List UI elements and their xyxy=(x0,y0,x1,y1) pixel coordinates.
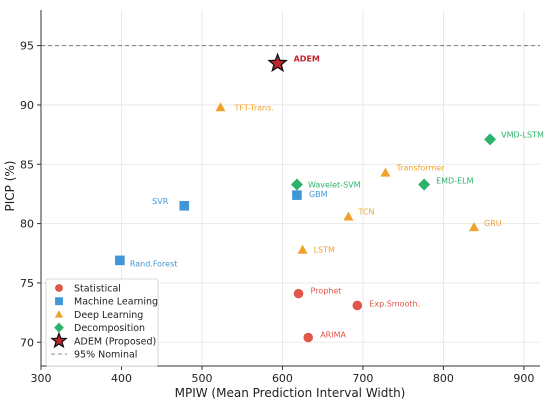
point-svr xyxy=(179,201,190,211)
point-emd-elm xyxy=(418,178,431,191)
point-label-lstm: LSTM xyxy=(314,246,335,255)
point-label-wavelet-svm: Wavelet-SVM xyxy=(308,180,361,189)
x-tick-label: 600 xyxy=(272,372,293,385)
point-arima xyxy=(303,332,314,343)
legend: Statistical Machine Learning Deep Learning… xyxy=(45,278,159,367)
point-label-arima: ARIMA xyxy=(320,331,346,340)
point-label-exp-smooth: Exp.Smooth. xyxy=(369,299,420,308)
point-wavelet-svm xyxy=(290,178,303,191)
legend-label: Machine Learning xyxy=(74,297,158,308)
point-label-transformer: Transformer xyxy=(395,164,445,173)
point-label-adem: ADEM xyxy=(294,54,320,63)
point-tcn xyxy=(343,211,354,221)
point-tft-trans xyxy=(215,102,226,112)
x-tick-label: 400 xyxy=(111,372,132,385)
point-label-vmd-lstm: VMD-LSTM xyxy=(501,130,544,139)
point-vmd-lstm xyxy=(484,133,497,146)
y-tick-label: 80 xyxy=(20,218,34,231)
legend-frame xyxy=(45,278,159,367)
point-label-gru: GRU xyxy=(484,219,502,228)
legend-label: Decomposition xyxy=(74,323,145,334)
legend-label: Statistical xyxy=(74,284,121,295)
legend-marker-statistical xyxy=(55,284,63,292)
legend-marker-decomposition xyxy=(54,322,64,333)
point-label-tcn: TCN xyxy=(357,207,374,216)
y-tick-label: 70 xyxy=(20,336,34,349)
y-tick-label: 75 xyxy=(20,277,34,290)
axes-layer: 300 400 500 600 700 800 900 70 75 80 85 90 95 xyxy=(20,10,540,385)
legend-label: Deep Learning xyxy=(74,310,143,321)
point-rand-forest xyxy=(115,255,125,266)
y-tick-label: 90 xyxy=(20,99,34,112)
point-labels-layer: Prophet Exp.Smooth. ARIMA SVR GBM Rand.Forest… xyxy=(130,54,544,339)
x-tick-label: 500 xyxy=(191,372,212,385)
point-label-svr: SVR xyxy=(152,197,169,206)
point-lstm xyxy=(297,244,308,254)
point-adem xyxy=(267,52,288,73)
x-tick-label: 700 xyxy=(352,372,373,385)
y-tick-label: 95 xyxy=(20,40,34,53)
legend-label: ADEM (Proposed) xyxy=(74,336,156,347)
x-tick-label: 300 xyxy=(31,372,52,385)
point-label-rand-forest: Rand.Forest xyxy=(130,259,178,268)
point-label-prophet: Prophet xyxy=(311,287,342,296)
point-label-emd-elm: EMD-ELM xyxy=(436,176,474,185)
point-gbm xyxy=(292,190,302,200)
legend-label: 95% Nominal xyxy=(74,350,137,361)
point-exp-smooth xyxy=(352,300,363,311)
data-points-layer xyxy=(115,52,497,343)
point-label-tft-trans: TFT-Trans. xyxy=(233,103,273,112)
y-axis-title: PICP (%) xyxy=(3,161,17,212)
x-tick-label: 900 xyxy=(513,372,534,385)
point-transformer xyxy=(380,167,391,177)
y-tick-label: 85 xyxy=(20,158,34,171)
x-axis-title: MPIW (Mean Prediction Interval Width) xyxy=(175,386,406,400)
legend-marker-machine-learning xyxy=(55,297,63,306)
legend-marker-deep-learning xyxy=(54,310,64,318)
legend-marker-adem-proposed xyxy=(50,331,68,349)
point-label-gbm: GBM xyxy=(309,190,328,199)
point-prophet xyxy=(293,288,304,299)
point-gru xyxy=(469,222,480,232)
x-tick-label: 800 xyxy=(433,372,454,385)
